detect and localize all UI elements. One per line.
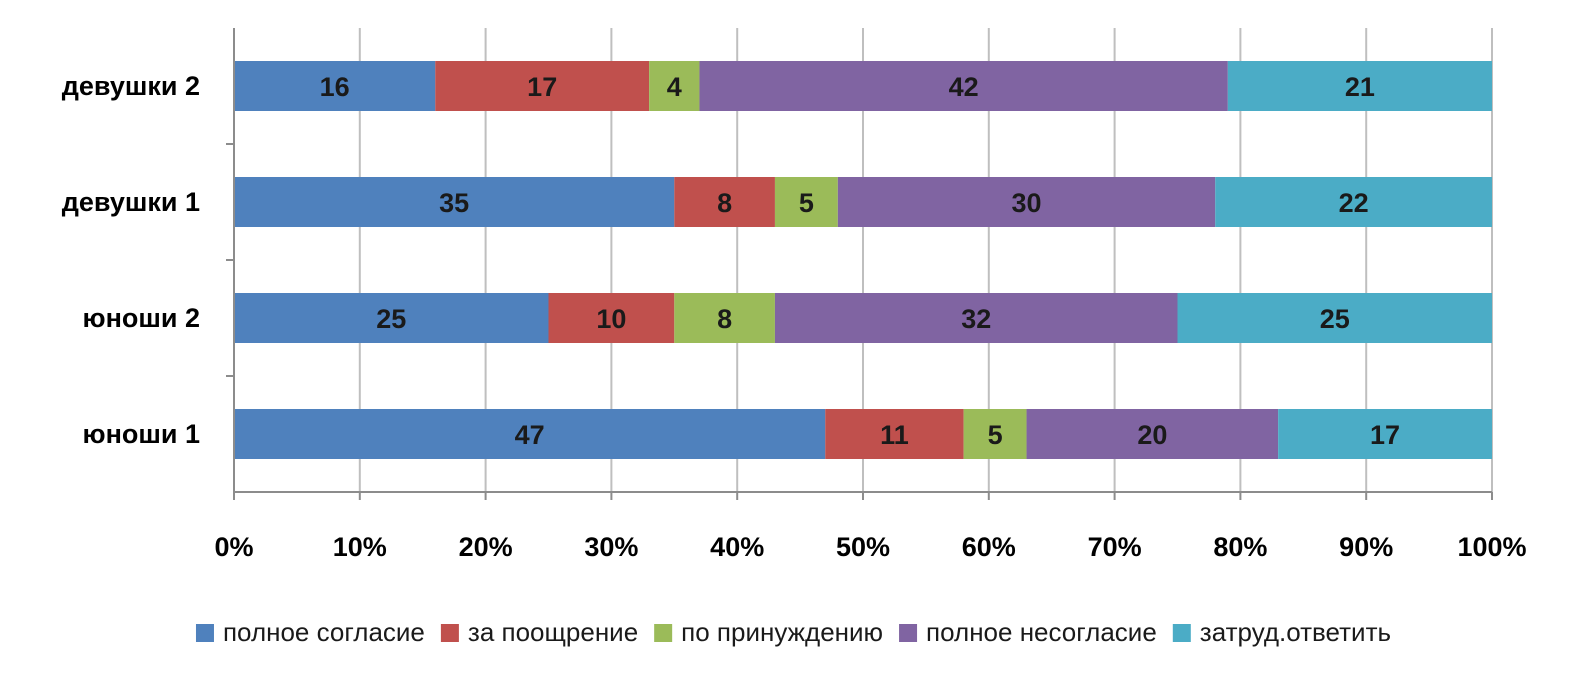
- data-label: 5: [988, 420, 1003, 450]
- legend-item: полное согласие: [195, 617, 425, 647]
- bar-segment: [548, 293, 675, 343]
- legend: полное согласие за поощрение по принуждени…: [195, 617, 1391, 647]
- legend-label: затруд.ответить: [1200, 617, 1391, 647]
- legend-item: за поощрение: [440, 617, 638, 647]
- x-tick-label: 100%: [1457, 532, 1526, 562]
- legend-label: полное согласие: [223, 617, 425, 647]
- data-label: 25: [376, 304, 406, 334]
- legend-swatch: [654, 624, 673, 642]
- category-label: девушки 2: [62, 71, 200, 101]
- x-tick-label: 50%: [836, 532, 890, 562]
- bar-segment: [1227, 61, 1492, 111]
- data-label: 4: [667, 72, 682, 102]
- data-label: 25: [1320, 304, 1350, 334]
- bar-segment: [234, 177, 675, 227]
- bar-segment: [649, 61, 700, 111]
- bar-segment: [1278, 409, 1492, 459]
- x-tick-label: 60%: [962, 532, 1016, 562]
- data-label: 35: [439, 188, 469, 218]
- data-label: 21: [1345, 72, 1375, 102]
- x-tick-label: 90%: [1339, 532, 1393, 562]
- bar-segment: [774, 177, 838, 227]
- bar-segment: [1026, 409, 1279, 459]
- data-label: 16: [320, 72, 350, 102]
- bar-segment: [825, 409, 964, 459]
- legend-item: затруд.ответить: [1172, 617, 1391, 647]
- data-label: 32: [961, 304, 991, 334]
- category-label: юноши 2: [83, 303, 200, 333]
- legend-item: полное несогласие: [899, 617, 1157, 647]
- legend-swatch: [899, 624, 918, 642]
- x-tick-label: 10%: [333, 532, 387, 562]
- bar-segment: [837, 177, 1216, 227]
- bar-segment: [1215, 177, 1492, 227]
- bar-segment: [674, 177, 775, 227]
- bars: 47 11 5 20 17 25 10 8 32 25 35 8 5 30 22 16 17 4 42 21: [234, 61, 1492, 459]
- legend-swatch: [440, 624, 459, 642]
- data-label: 8: [717, 188, 732, 218]
- axes: 0% 10% 20% 30% 40% 50% 60% 70% 80% 90% 100% юноши 1…: [62, 28, 1527, 562]
- x-tick-label: 0%: [214, 532, 253, 562]
- data-label: 22: [1339, 188, 1369, 218]
- data-label: 8: [717, 304, 732, 334]
- bar-segment: [234, 409, 826, 459]
- bar-segment: [234, 61, 436, 111]
- data-label: 30: [1012, 188, 1042, 218]
- legend-swatch: [1172, 624, 1191, 642]
- data-label: 20: [1137, 420, 1167, 450]
- bar-segment: [435, 61, 650, 111]
- data-label: 42: [949, 72, 979, 102]
- x-tick-label: 40%: [710, 532, 764, 562]
- data-label: 17: [1370, 420, 1400, 450]
- x-tick-label: 80%: [1213, 532, 1267, 562]
- x-tick-label: 30%: [584, 532, 638, 562]
- data-label: 10: [596, 304, 626, 334]
- bar-segment: [963, 409, 1027, 459]
- bar-segment: [674, 293, 775, 343]
- data-label: 5: [799, 188, 814, 218]
- data-label: 47: [515, 420, 545, 450]
- bar-segment: [1177, 293, 1492, 343]
- category-label: девушки 1: [62, 187, 200, 217]
- category-label: юноши 1: [83, 419, 200, 449]
- data-label: 17: [527, 72, 557, 102]
- legend-label: за поощрение: [468, 617, 638, 647]
- data-label: 11: [880, 420, 909, 450]
- bar-segment: [699, 61, 1228, 111]
- bar-segment: [234, 293, 549, 343]
- legend-swatch: [195, 624, 214, 642]
- legend-label: полное несогласие: [926, 617, 1157, 647]
- legend-item: по принуждению: [654, 617, 883, 647]
- x-tick-label: 70%: [1088, 532, 1142, 562]
- x-tick-label: 20%: [459, 532, 513, 562]
- bar-segment: [774, 293, 1178, 343]
- legend-label: по принуждению: [681, 617, 883, 647]
